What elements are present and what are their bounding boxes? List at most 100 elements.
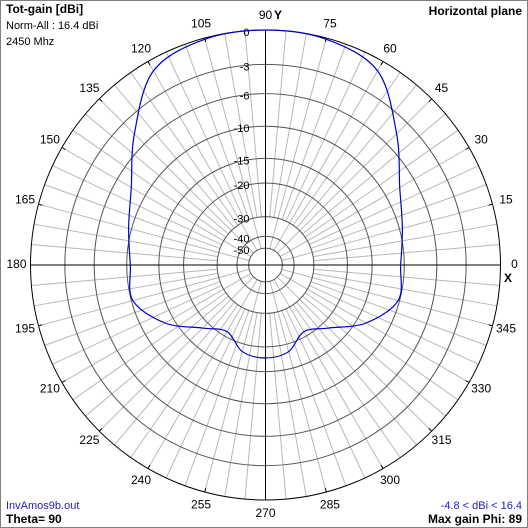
spoke (277, 98, 433, 254)
angle-tick-label: 180 (6, 257, 26, 271)
spoke (292, 304, 401, 458)
spoke (285, 51, 366, 222)
angle-tick-label: 345 (496, 322, 516, 336)
angle-tick-label: 270 (255, 506, 275, 520)
spoke (204, 37, 262, 249)
spoke (38, 203, 250, 262)
angle-tick-label: 330 (471, 382, 491, 396)
spoke (281, 268, 493, 327)
spoke (310, 281, 487, 346)
spoke (296, 301, 417, 446)
range-note: -4.8 < dBi < 16.4 (441, 500, 522, 512)
spoke (33, 272, 218, 307)
angle-tick (38, 324, 43, 327)
spoke (72, 292, 227, 401)
spoke (273, 312, 307, 497)
angle-tick-label: 135 (79, 81, 99, 95)
angle-tick-label: 300 (380, 473, 400, 487)
spoke (277, 276, 433, 432)
subtitle: Norm-All : 16.4 dBi (6, 20, 98, 32)
spoke (114, 84, 235, 229)
angle-tick (147, 61, 151, 66)
angle-tick-label: 30 (474, 133, 488, 147)
spoke (165, 51, 246, 222)
spoke (281, 203, 493, 262)
spoke (313, 268, 500, 286)
spoke (304, 292, 459, 401)
angle-tick-label: 60 (383, 42, 397, 56)
angle-tick-label: 225 (79, 433, 99, 447)
r-tick-label: -50 (234, 245, 250, 257)
angle-tick-label: 210 (40, 382, 60, 396)
frequency: 2450 Mhz (6, 36, 54, 48)
r-tick-label: -10 (234, 123, 250, 135)
spoke (147, 279, 258, 469)
r-tick-label: 0 (243, 27, 249, 39)
angle-tick (465, 147, 470, 150)
spoke (292, 72, 401, 226)
chart-title: Tot-gain [dBi] (6, 2, 83, 16)
angle-tick (98, 427, 103, 432)
angle-tick-label: 315 (432, 433, 452, 447)
spoke (130, 304, 239, 458)
spoke (98, 98, 254, 254)
x-axis-label: X (504, 271, 512, 285)
spoke (52, 284, 222, 365)
pattern-line (128, 29, 403, 359)
spoke (273, 33, 307, 218)
r-tick-label: -20 (234, 180, 250, 192)
spoke (269, 37, 327, 249)
spoke (224, 312, 258, 497)
spoke (279, 147, 470, 257)
spoke (224, 33, 258, 218)
spoke (273, 61, 384, 251)
spoke (313, 223, 498, 258)
angle-tick (98, 98, 103, 103)
angle-tick-label: 75 (323, 17, 337, 31)
r-tick-label: -40 (234, 233, 250, 245)
spoke (44, 184, 221, 249)
angle-tick (38, 203, 43, 206)
angle-tick (488, 324, 493, 327)
r-tick-label: -3 (240, 61, 250, 73)
spoke (44, 281, 221, 346)
plane-label: Horizontal plane (429, 4, 523, 18)
spoke (269, 30, 287, 217)
spoke (31, 268, 218, 286)
spoke (279, 273, 470, 383)
spoke (273, 279, 384, 469)
angle-tick (380, 464, 384, 469)
spoke (302, 113, 446, 235)
angle-tick-label: 285 (320, 498, 340, 512)
spoke (304, 129, 459, 238)
spoke (61, 273, 252, 383)
y-axis-label: Y (274, 8, 282, 22)
spoke (114, 301, 235, 446)
angle-tick-label: 120 (131, 42, 151, 56)
angle-tick-label: 90 (259, 8, 273, 22)
spoke (313, 272, 498, 307)
spoke (309, 165, 479, 246)
spoke (33, 223, 218, 258)
angle-tick-label: 240 (131, 473, 151, 487)
angle-tick (465, 380, 470, 383)
spoke (85, 295, 229, 417)
angle-tick-label: 0 (511, 257, 518, 271)
spoke (302, 295, 446, 417)
r-tick-label: -6 (240, 91, 250, 103)
angle-tick-label: 165 (15, 193, 35, 207)
angle-tick (380, 61, 384, 66)
angle-tick (428, 427, 433, 432)
angle-tick (324, 487, 327, 493)
theta-label: Theta= 90 (6, 512, 62, 526)
spoke (204, 281, 262, 493)
angle-tick (488, 203, 493, 206)
spoke (147, 61, 258, 251)
angle-tick (147, 464, 151, 469)
spoke (130, 72, 239, 226)
angle-tick (428, 98, 433, 103)
angle-tick-label: 105 (191, 17, 211, 31)
spoke (244, 30, 262, 217)
